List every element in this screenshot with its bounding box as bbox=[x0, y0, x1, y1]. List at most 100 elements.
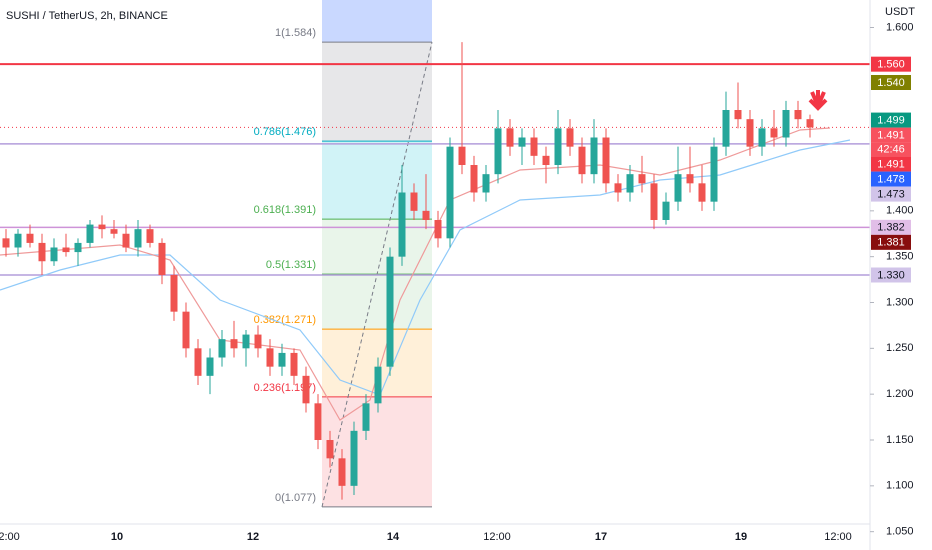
candle-body bbox=[254, 334, 262, 349]
candle-body bbox=[26, 233, 34, 243]
candle-body bbox=[62, 247, 70, 253]
price-label-bg bbox=[871, 112, 911, 128]
candle-body bbox=[218, 339, 226, 358]
fib-label: 0.382(1.271) bbox=[254, 314, 316, 326]
x-tick-label: 12:00 bbox=[0, 531, 20, 543]
candle-body bbox=[734, 110, 742, 120]
candle-body bbox=[650, 183, 658, 220]
candle-body bbox=[578, 146, 586, 175]
y-tick-label: 1.250 bbox=[886, 342, 914, 354]
candle-body bbox=[458, 146, 466, 165]
candle-body bbox=[686, 174, 694, 184]
candle-body bbox=[698, 183, 706, 202]
candle-body bbox=[482, 174, 490, 193]
candle-body bbox=[566, 128, 574, 147]
price-label-bg bbox=[871, 186, 911, 202]
candle-body bbox=[446, 146, 454, 239]
price-label: 1.499 bbox=[877, 114, 905, 126]
candle-body bbox=[278, 352, 286, 367]
candle-body bbox=[626, 174, 634, 193]
candle-body bbox=[146, 229, 154, 243]
candle-body bbox=[98, 224, 106, 230]
y-tick-label: 1.150 bbox=[886, 434, 914, 446]
fib-label: 1(1.584) bbox=[275, 27, 316, 39]
candle-body bbox=[338, 458, 346, 486]
price-label: 1.473 bbox=[877, 188, 905, 200]
candle-body bbox=[494, 128, 502, 175]
y-tick-label: 1.300 bbox=[886, 296, 914, 308]
candle-body bbox=[326, 440, 334, 459]
x-tick-label: 10 bbox=[111, 531, 123, 543]
plot-area: 1(1.584) 0.786(1.476) 0.618(1.391) 0.5(1.33… bbox=[0, 0, 870, 508]
price-label-bg bbox=[871, 56, 911, 72]
price-label-bg bbox=[871, 156, 911, 172]
candle-body bbox=[806, 119, 814, 128]
x-tick-label: 14 bbox=[387, 531, 400, 543]
price-label: 1.491 bbox=[877, 129, 905, 141]
y-tick-label: 1.100 bbox=[886, 480, 914, 492]
x-tick-label: 17 bbox=[595, 531, 607, 543]
fib-zone bbox=[322, 219, 432, 275]
y-tick-label: 1.050 bbox=[886, 526, 914, 538]
candle-body bbox=[242, 334, 250, 349]
price-label: 1.560 bbox=[877, 59, 905, 71]
candle-body bbox=[122, 233, 130, 248]
candle-body bbox=[398, 192, 406, 257]
candle-body bbox=[362, 403, 370, 431]
price-label: 1.381 bbox=[877, 237, 905, 249]
price-label-bg bbox=[871, 127, 911, 143]
fib-zone bbox=[322, 42, 432, 142]
candle-body bbox=[134, 229, 142, 248]
candle-body bbox=[266, 348, 274, 367]
candle-body bbox=[38, 242, 46, 262]
candle-body bbox=[542, 155, 550, 165]
candle-body bbox=[170, 275, 178, 312]
candle-body bbox=[662, 201, 670, 220]
x-tick-label: 12:00 bbox=[824, 531, 852, 543]
fib-zone bbox=[322, 396, 432, 507]
candle-body bbox=[722, 110, 730, 147]
price-label-bg bbox=[871, 171, 911, 187]
candle-body bbox=[506, 128, 514, 147]
candle-body bbox=[194, 348, 202, 376]
candle-body bbox=[314, 403, 322, 440]
axis-unit: USDT bbox=[885, 6, 915, 18]
candle-body bbox=[410, 192, 418, 211]
fib-label: 0(1.077) bbox=[275, 492, 316, 504]
candle-body bbox=[794, 110, 802, 120]
fib-label: 0.786(1.476) bbox=[254, 126, 316, 138]
candle-body bbox=[674, 174, 682, 202]
candle-body bbox=[386, 256, 394, 367]
countdown: 42:46 bbox=[877, 143, 905, 155]
candle-body bbox=[530, 137, 538, 156]
x-tick-label: 19 bbox=[735, 531, 747, 543]
candle-body bbox=[434, 220, 442, 239]
candle-body bbox=[470, 165, 478, 193]
candle-body bbox=[206, 357, 214, 376]
price-label-bg bbox=[871, 219, 911, 235]
candle-body bbox=[350, 430, 358, 486]
arrow-icon bbox=[808, 90, 828, 112]
price-label: 1.478 bbox=[877, 173, 905, 185]
candle-body bbox=[422, 210, 430, 220]
candle-body bbox=[602, 137, 610, 184]
candle-body bbox=[614, 183, 622, 193]
y-tick-label: 1.350 bbox=[886, 251, 914, 263]
candle-body bbox=[158, 242, 166, 275]
candle-body bbox=[50, 247, 58, 262]
y-tick-label: 1.200 bbox=[886, 388, 914, 400]
price-label: 1.382 bbox=[877, 222, 905, 234]
candle-body bbox=[182, 311, 190, 349]
candle-body bbox=[638, 174, 646, 184]
candle-body bbox=[74, 242, 82, 253]
y-tick-label: 1.600 bbox=[886, 21, 914, 33]
fib-label: 0.236(1.197) bbox=[254, 382, 316, 394]
candle-body bbox=[710, 146, 718, 202]
candle-body bbox=[770, 128, 778, 138]
price-label: 1.491 bbox=[877, 158, 905, 170]
candle-body bbox=[746, 119, 754, 147]
price-label-bg bbox=[871, 267, 911, 283]
fib-zone bbox=[322, 0, 432, 43]
price-label-bg bbox=[871, 75, 911, 90]
